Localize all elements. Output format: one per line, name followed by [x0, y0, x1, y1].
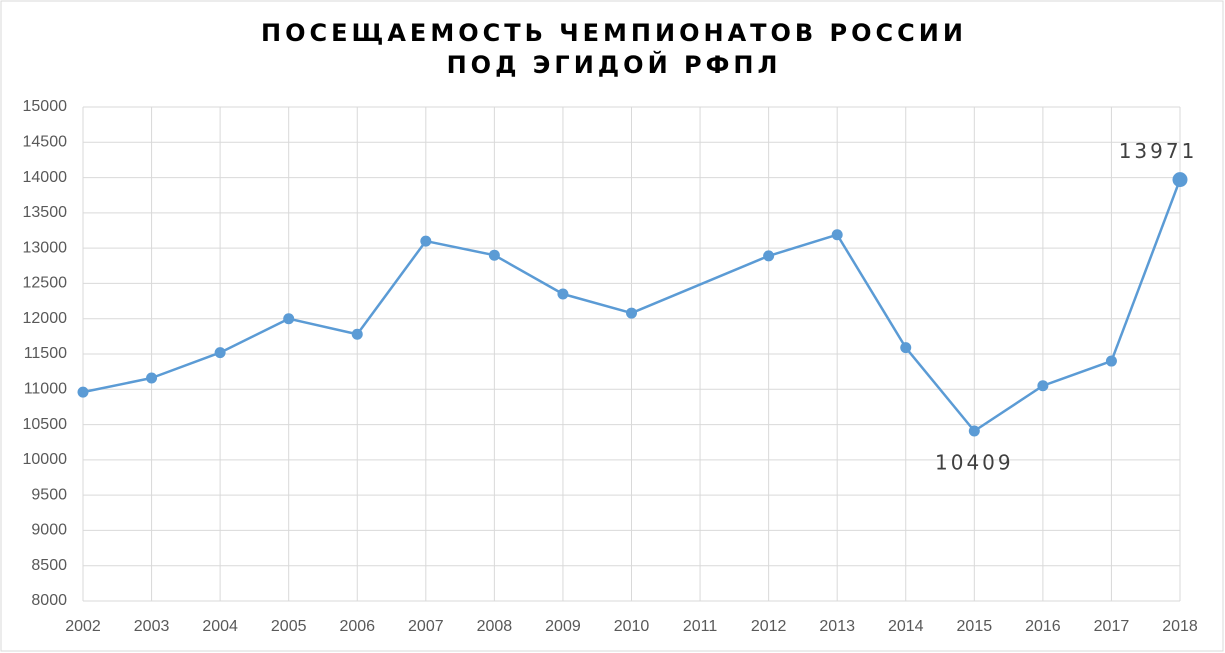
line-segment	[973, 384, 1044, 433]
y-tick-label: 8500	[31, 557, 67, 574]
y-tick-label: 9500	[31, 486, 67, 503]
data-point	[146, 372, 158, 384]
line-segment	[219, 317, 290, 354]
line-segment	[1110, 179, 1182, 362]
y-tick-label: 9000	[31, 522, 67, 539]
data-point	[283, 313, 295, 325]
x-tick-label: 2008	[477, 618, 513, 635]
x-tick-label: 2007	[408, 618, 444, 635]
data-point	[420, 235, 432, 247]
x-tick-label: 2012	[751, 618, 787, 635]
chart-title: ПОД ЭГИДОЙ РФПЛ	[447, 50, 782, 79]
y-tick-label: 14000	[23, 169, 68, 186]
y-tick-label: 12000	[23, 310, 68, 327]
data-point	[488, 249, 500, 261]
x-tick-label: 2018	[1162, 618, 1198, 635]
y-tick-label: 10000	[23, 451, 68, 468]
data-point	[900, 342, 912, 354]
line-segment	[356, 240, 427, 335]
data-point	[968, 425, 980, 437]
data-point	[351, 328, 363, 340]
y-tick-label: 14500	[23, 134, 68, 151]
data-label: 13971	[1119, 139, 1198, 163]
data-point	[1105, 355, 1117, 367]
x-tick-label: 2014	[888, 618, 924, 635]
data-point	[763, 250, 775, 262]
x-tick-label: 2009	[545, 618, 581, 635]
x-tick-label: 2005	[271, 618, 307, 635]
x-tick-label: 2017	[1094, 618, 1130, 635]
y-tick-label: 13500	[23, 204, 68, 221]
data-point	[1172, 172, 1188, 188]
data-point	[77, 386, 89, 398]
x-tick-label: 2015	[957, 618, 993, 635]
data-point	[214, 347, 226, 359]
y-tick-label: 10500	[23, 416, 68, 433]
line-segment	[493, 254, 564, 296]
y-tick-label: 11500	[24, 345, 67, 362]
y-tick-label: 8000	[31, 592, 67, 609]
x-tick-label: 2003	[134, 618, 170, 635]
line-segment	[836, 234, 907, 349]
x-tick-label: 2016	[1025, 618, 1061, 635]
x-tick-label: 2010	[614, 618, 650, 635]
x-tick-label: 2006	[339, 618, 375, 635]
data-point	[626, 307, 637, 319]
y-tick-label: 11000	[24, 381, 67, 398]
line-segment	[425, 239, 495, 257]
x-tick-label: 2011	[683, 618, 718, 635]
line-segment	[151, 351, 221, 380]
y-tick-label: 13000	[23, 239, 68, 256]
x-tick-label: 2004	[202, 618, 238, 635]
line-segment	[288, 317, 358, 336]
line-segment	[562, 292, 632, 315]
line-segment	[631, 254, 770, 315]
chart-title: ПОСЕЩАЕМОСТЬ ЧЕМПИОНАТОВ РОССИИ	[261, 19, 967, 47]
data-point	[1037, 380, 1049, 392]
line-segment	[768, 233, 838, 258]
data-label: 10409	[935, 450, 1014, 474]
line-segment	[82, 376, 152, 394]
y-tick-label: 15000	[23, 98, 68, 115]
data-point	[557, 288, 569, 300]
line-segment	[904, 346, 976, 432]
line-segment	[1042, 359, 1112, 387]
x-tick-label: 2002	[65, 618, 101, 635]
data-point	[831, 229, 843, 241]
y-tick-label: 12500	[23, 275, 68, 292]
x-tick-label: 2013	[819, 618, 855, 635]
